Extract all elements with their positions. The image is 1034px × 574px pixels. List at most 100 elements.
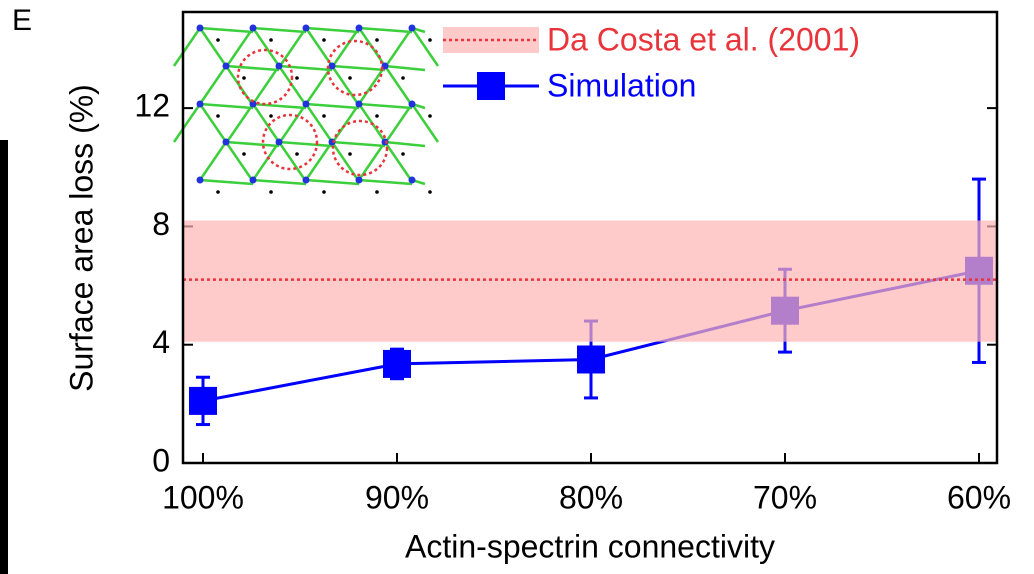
inset-dot xyxy=(375,38,379,42)
inset-edge xyxy=(172,103,202,143)
inset-dot xyxy=(322,190,326,194)
inset-edge xyxy=(357,65,387,105)
inset-edge xyxy=(410,27,440,67)
inset-edge xyxy=(251,103,281,143)
inset-edge xyxy=(278,27,308,67)
inset-edge xyxy=(225,27,255,67)
inset-node xyxy=(302,100,310,108)
inset-edge xyxy=(278,103,308,143)
inset-edge xyxy=(358,178,413,186)
inset-dot xyxy=(269,114,273,118)
edge-bar xyxy=(0,140,8,574)
inset-edge xyxy=(198,27,228,67)
inset-edge xyxy=(305,102,360,110)
inset-dot xyxy=(401,76,405,80)
inset-edge xyxy=(383,141,413,181)
inset-dot xyxy=(401,152,405,156)
inset-edge xyxy=(384,27,414,67)
x-axis-label: Actin-spectrin connectivity xyxy=(405,528,775,564)
inset-node xyxy=(249,176,257,184)
inset-edge xyxy=(198,141,228,181)
reference-band xyxy=(183,220,997,342)
inset-edge xyxy=(251,27,281,67)
inset-edge xyxy=(225,140,280,148)
inset-edge xyxy=(384,103,414,143)
inset-dot xyxy=(322,38,326,42)
inset-dot xyxy=(348,76,352,80)
inset-node xyxy=(408,24,416,32)
marker xyxy=(577,345,605,374)
inset-edge xyxy=(252,102,307,110)
inset-edge xyxy=(198,65,228,105)
x-tick-label: 100% xyxy=(162,479,244,515)
inset-edge xyxy=(252,178,307,186)
inset-edge xyxy=(330,65,360,105)
inset-edge xyxy=(304,27,334,67)
inset-dot xyxy=(428,190,432,194)
inset-dot xyxy=(216,38,220,42)
legend-label: Da Costa et al. (2001) xyxy=(547,21,860,57)
inset-edge xyxy=(305,26,360,34)
inset-edge xyxy=(304,103,334,143)
inset-dot xyxy=(295,76,299,80)
inset-edge xyxy=(358,102,413,110)
y-tick-label: 4 xyxy=(152,324,170,360)
inset-dot xyxy=(269,190,273,194)
inset-edge xyxy=(199,102,254,110)
inset-edge xyxy=(172,27,202,67)
inset-edge xyxy=(198,103,228,143)
inset-edge xyxy=(251,141,281,181)
inset-node xyxy=(249,100,257,108)
inset-node xyxy=(196,24,204,32)
panel-label: E xyxy=(12,4,32,37)
legend-swatch xyxy=(477,72,505,100)
x-tick-label: 80% xyxy=(559,479,623,515)
inset-edge xyxy=(251,65,281,105)
inset-edge xyxy=(277,141,307,181)
inset-edge xyxy=(224,141,254,181)
inset-node xyxy=(222,62,230,70)
inset-edge xyxy=(305,178,360,186)
inset-node xyxy=(302,24,310,32)
inset-dot xyxy=(242,76,246,80)
inset-node xyxy=(381,62,389,70)
inset-dot xyxy=(348,152,352,156)
inset-ring xyxy=(236,48,294,106)
inset-dot xyxy=(428,114,432,118)
inset-node xyxy=(355,100,363,108)
inset-node xyxy=(196,176,204,184)
inset-edge xyxy=(331,64,386,72)
legend-label: Simulation xyxy=(547,67,696,103)
inset-dot xyxy=(216,190,220,194)
inset-node xyxy=(275,62,283,70)
marker xyxy=(189,386,217,415)
inset-edge xyxy=(331,27,361,67)
inset-edge xyxy=(384,64,426,72)
inset-edge xyxy=(199,178,254,186)
inset-node xyxy=(355,24,363,32)
marker xyxy=(383,349,411,378)
plot-frame xyxy=(181,10,999,465)
inset-edge xyxy=(252,26,307,34)
inset-edge xyxy=(225,64,280,72)
inset-edge xyxy=(357,141,387,181)
inset-edge xyxy=(225,103,255,143)
inset-edge xyxy=(384,140,426,148)
inset-edge xyxy=(278,140,333,148)
inset-dot xyxy=(428,38,432,42)
inset-node xyxy=(196,100,204,108)
inset-ring xyxy=(331,119,389,177)
x-tick-label: 70% xyxy=(753,479,817,515)
y-axis-label: Surface area loss (%) xyxy=(63,84,99,392)
x-tick-label: 60% xyxy=(947,479,1011,515)
inset-dot xyxy=(375,114,379,118)
y-tick-label: 8 xyxy=(152,206,170,242)
inset-node xyxy=(302,176,310,184)
inset-dot xyxy=(375,190,379,194)
y-tick-label: 0 xyxy=(152,442,170,478)
inset-edge xyxy=(304,141,334,181)
inset-node xyxy=(408,100,416,108)
inset-edge xyxy=(410,103,440,143)
